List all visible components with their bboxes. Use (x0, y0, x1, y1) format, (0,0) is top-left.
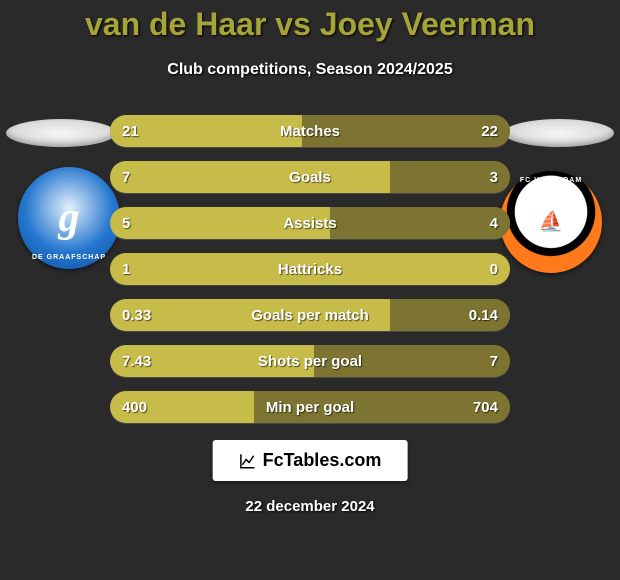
team-left-badge-letter: g (59, 197, 80, 239)
stat-bar: 7.43Shots per goal7 (110, 345, 510, 377)
stat-bar: 400Min per goal704 (110, 391, 510, 423)
stat-value-right: 3 (490, 161, 498, 193)
stat-bars: 21Matches227Goals35Assists41Hattricks00.… (110, 115, 510, 423)
team-right-badge: FC VOLENDAM ⛵ (500, 171, 602, 273)
player-left-oval (6, 119, 116, 147)
chart-icon (239, 452, 257, 470)
stat-label: Min per goal (110, 391, 510, 423)
page-subtitle: Club competitions, Season 2024/2025 (0, 61, 620, 79)
stat-bar: 1Hattricks0 (110, 253, 510, 285)
stat-label: Assists (110, 207, 510, 239)
footer-date: 22 december 2024 (245, 498, 374, 515)
page-title: van de Haar vs Joey Veerman (0, 0, 620, 43)
stat-label: Goals (110, 161, 510, 193)
stat-value-right: 22 (481, 115, 498, 147)
stat-bar: 5Assists4 (110, 207, 510, 239)
stat-label: Matches (110, 115, 510, 147)
stat-label: Hattricks (110, 253, 510, 285)
team-left-badge: g DE GRAAFSCHAP (18, 167, 120, 269)
stat-value-right: 704 (473, 391, 498, 423)
stat-value-right: 7 (490, 345, 498, 377)
stat-bar: 21Matches22 (110, 115, 510, 147)
stat-label: Goals per match (110, 299, 510, 331)
stat-bar: 7Goals3 (110, 161, 510, 193)
stat-value-right: 0 (490, 253, 498, 285)
team-left-badge-ring: DE GRAAFSCHAP (32, 254, 106, 261)
stat-value-right: 0.14 (469, 299, 498, 331)
stat-value-right: 4 (490, 207, 498, 239)
footer-tag-label: FcTables.com (263, 450, 382, 471)
ship-icon: ⛵ (539, 212, 564, 232)
stat-bar: 0.33Goals per match0.14 (110, 299, 510, 331)
team-right-badge-ring: FC VOLENDAM (520, 177, 582, 184)
stat-label: Shots per goal (110, 345, 510, 377)
player-right-oval (504, 119, 614, 147)
footer-tag: FcTables.com (213, 440, 408, 481)
